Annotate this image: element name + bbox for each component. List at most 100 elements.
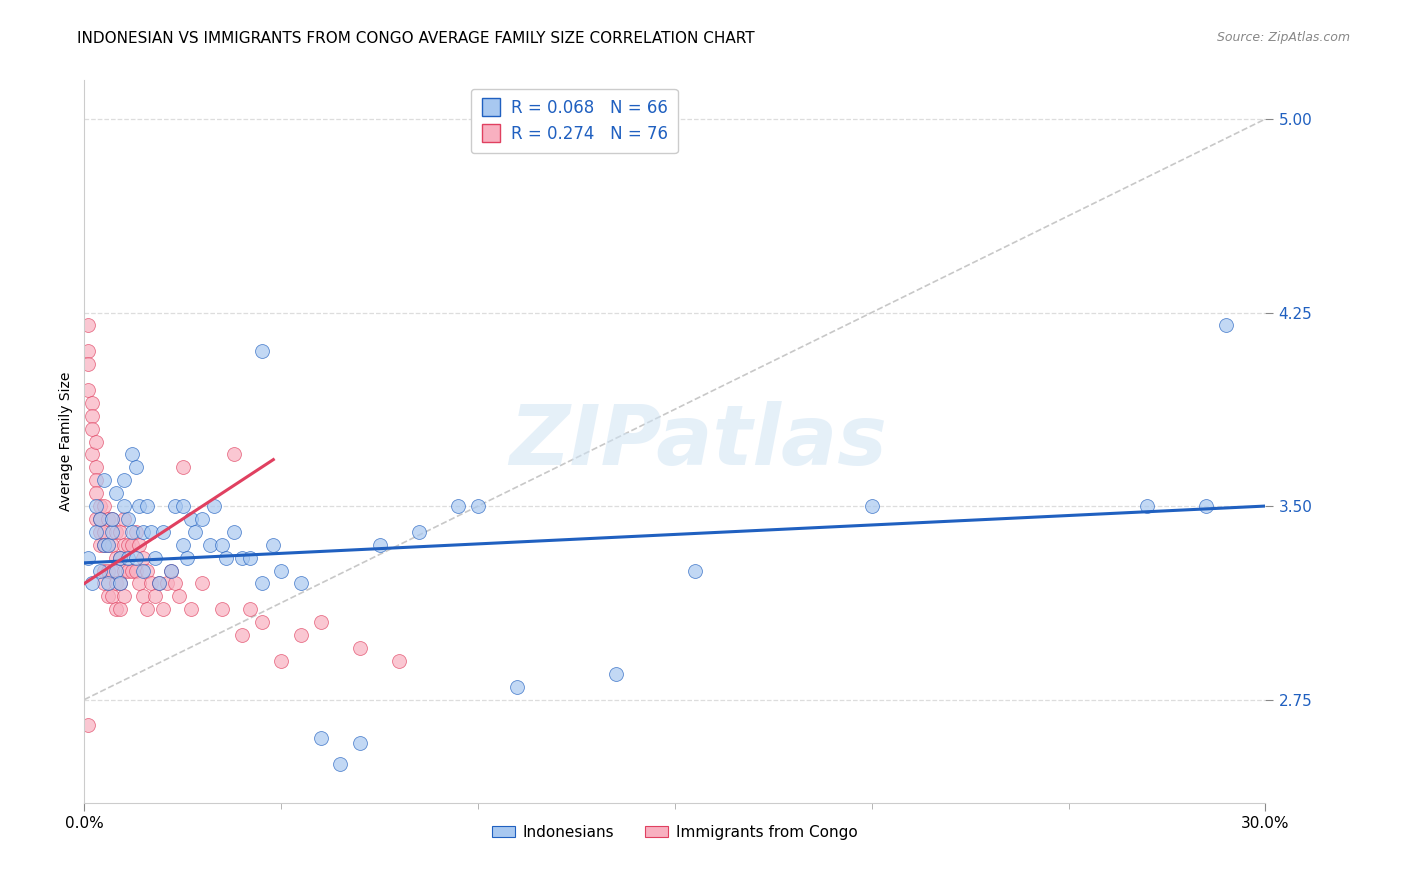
- Point: [112, 538, 135, 552]
- Point: [77, 550, 100, 565]
- Point: [191, 512, 214, 526]
- Point: [104, 524, 127, 539]
- Point: [121, 524, 143, 539]
- Point: [152, 602, 174, 616]
- Point: [202, 499, 225, 513]
- Point: [108, 602, 131, 616]
- Point: [132, 590, 155, 604]
- Point: [239, 602, 262, 616]
- Point: [172, 460, 194, 475]
- Point: [176, 550, 198, 565]
- Point: [388, 654, 411, 668]
- Point: [1215, 318, 1237, 333]
- Point: [101, 564, 124, 578]
- Point: [121, 447, 143, 461]
- Point: [290, 576, 312, 591]
- Text: INDONESIAN VS IMMIGRANTS FROM CONGO AVERAGE FAMILY SIZE CORRELATION CHART: INDONESIAN VS IMMIGRANTS FROM CONGO AVER…: [77, 31, 755, 46]
- Point: [84, 524, 107, 539]
- Point: [77, 357, 100, 371]
- Point: [104, 576, 127, 591]
- Point: [97, 576, 120, 591]
- Point: [136, 564, 159, 578]
- Point: [143, 590, 166, 604]
- Point: [180, 602, 202, 616]
- Point: [82, 409, 104, 423]
- Point: [104, 602, 127, 616]
- Point: [93, 538, 115, 552]
- Point: [97, 538, 120, 552]
- Point: [124, 460, 146, 475]
- Point: [112, 473, 135, 487]
- Point: [309, 615, 332, 630]
- Point: [108, 576, 131, 591]
- Point: [290, 628, 312, 642]
- Point: [132, 550, 155, 565]
- Point: [124, 524, 146, 539]
- Point: [408, 524, 430, 539]
- Point: [101, 538, 124, 552]
- Point: [222, 524, 245, 539]
- Point: [117, 538, 139, 552]
- Point: [467, 499, 489, 513]
- Point: [121, 564, 143, 578]
- Point: [239, 550, 262, 565]
- Point: [82, 576, 104, 591]
- Point: [349, 640, 371, 655]
- Point: [231, 628, 253, 642]
- Point: [101, 512, 124, 526]
- Point: [136, 602, 159, 616]
- Point: [121, 538, 143, 552]
- Point: [97, 538, 120, 552]
- Point: [211, 602, 233, 616]
- Point: [250, 576, 273, 591]
- Point: [231, 550, 253, 565]
- Point: [200, 538, 222, 552]
- Point: [132, 564, 155, 578]
- Point: [82, 396, 104, 410]
- Point: [89, 524, 111, 539]
- Point: [163, 499, 186, 513]
- Point: [191, 576, 214, 591]
- Legend: Indonesians, Immigrants from Congo: Indonesians, Immigrants from Congo: [486, 819, 863, 846]
- Point: [148, 576, 170, 591]
- Y-axis label: Average Family Size: Average Family Size: [59, 372, 73, 511]
- Point: [89, 512, 111, 526]
- Point: [82, 422, 104, 436]
- Point: [104, 550, 127, 565]
- Point: [93, 538, 115, 552]
- Point: [172, 538, 194, 552]
- Point: [128, 576, 150, 591]
- Point: [89, 499, 111, 513]
- Point: [1136, 499, 1159, 513]
- Point: [262, 538, 284, 552]
- Point: [84, 486, 107, 500]
- Point: [605, 666, 627, 681]
- Point: [97, 590, 120, 604]
- Point: [84, 512, 107, 526]
- Point: [860, 499, 883, 513]
- Text: ZIPatlas: ZIPatlas: [509, 401, 887, 482]
- Point: [112, 564, 135, 578]
- Point: [104, 486, 127, 500]
- Point: [506, 680, 529, 694]
- Point: [447, 499, 470, 513]
- Point: [148, 576, 170, 591]
- Point: [93, 524, 115, 539]
- Point: [112, 590, 135, 604]
- Point: [270, 564, 292, 578]
- Point: [160, 564, 183, 578]
- Point: [82, 447, 104, 461]
- Point: [93, 576, 115, 591]
- Point: [222, 447, 245, 461]
- Point: [108, 550, 131, 565]
- Point: [124, 550, 146, 565]
- Point: [683, 564, 706, 578]
- Point: [172, 499, 194, 513]
- Point: [93, 564, 115, 578]
- Point: [77, 383, 100, 397]
- Point: [368, 538, 391, 552]
- Point: [117, 564, 139, 578]
- Point: [270, 654, 292, 668]
- Point: [112, 512, 135, 526]
- Point: [329, 757, 352, 772]
